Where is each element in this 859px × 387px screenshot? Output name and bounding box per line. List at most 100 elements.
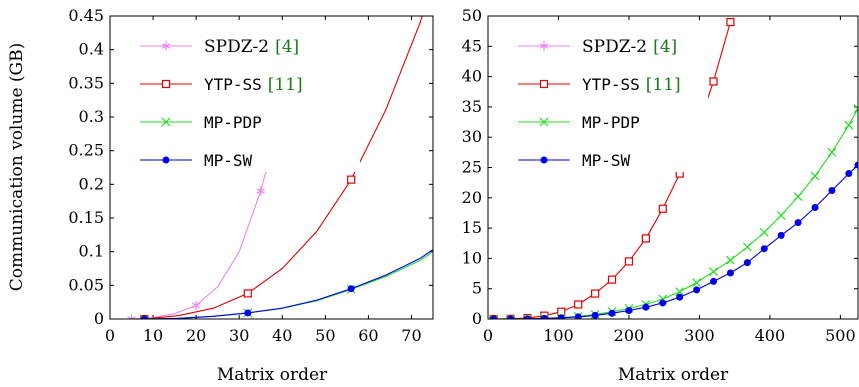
data-point — [692, 278, 702, 288]
data-point — [607, 275, 617, 284]
data-point — [489, 314, 499, 319]
data-point — [693, 286, 701, 294]
data-point — [675, 287, 685, 297]
x-tick-label: 60 — [358, 326, 378, 345]
data-point — [127, 314, 136, 319]
y-tick-label: 0.45 — [68, 6, 104, 25]
data-point — [244, 309, 252, 317]
x-tick-label: 40 — [272, 326, 292, 345]
y-tick-label: 5 — [472, 279, 482, 298]
series-mp-sw — [140, 249, 433, 319]
y-tick-label: 0.15 — [68, 208, 104, 227]
data-point — [828, 187, 836, 195]
legend-item-spdz-2: SPDZ-2 [4] — [140, 37, 299, 57]
legend-label: MP-PDP — [204, 113, 262, 132]
left-legend-box — [120, 22, 360, 172]
data-point — [490, 315, 498, 319]
y-tick-label: 0.25 — [68, 141, 104, 160]
data-point — [845, 170, 853, 178]
series-line-mp-sw — [493, 164, 858, 319]
data-point — [591, 311, 599, 319]
data-point — [743, 259, 751, 267]
series-mp-sw — [490, 161, 858, 319]
data-point — [574, 300, 583, 309]
y-tick-label: 10 — [462, 248, 482, 267]
data-point — [642, 303, 650, 311]
data-point — [742, 242, 752, 252]
legend-label: YTP-SS [11] — [582, 75, 681, 95]
right-plot-frame — [487, 15, 859, 320]
y-tick-label: 40 — [462, 67, 482, 86]
y-tick-label: 50 — [462, 6, 482, 25]
y-tick-label: 35 — [462, 97, 482, 116]
data-point — [658, 204, 667, 213]
data-point — [523, 315, 531, 319]
data-point — [726, 17, 735, 27]
data-point — [140, 315, 148, 319]
legend-marker — [539, 41, 549, 51]
legend-label: MP-SW — [204, 151, 253, 170]
series-spdz-2 — [127, 110, 283, 319]
data-point — [844, 120, 854, 130]
y-tick-label: 0 — [472, 309, 482, 328]
data-point — [854, 161, 858, 169]
right-legend: SPDZ-2 [4] YTP-SS [11] MP-PDP MP-SW — [498, 22, 708, 172]
data-point — [557, 314, 565, 319]
x-tick-label: 0 — [483, 326, 493, 345]
y-tick-label: 25 — [462, 158, 482, 177]
legend-marker — [540, 156, 548, 164]
legend-marker — [161, 117, 171, 127]
data-point — [709, 77, 718, 86]
data-point — [347, 175, 356, 184]
legend-item-ytp-ss: YTP-SS [11] — [140, 75, 303, 95]
x-tick-label: 400 — [755, 326, 786, 345]
legend-item-ytp-ss: YTP-SS [11] — [518, 75, 681, 95]
data-point — [811, 203, 819, 211]
y-tick-label: 0.35 — [68, 73, 104, 92]
data-point — [777, 231, 785, 239]
data-point — [540, 314, 548, 319]
right-chart-panel: Matrix order 0 100 200 300 400 500 0 5 10 15 20 25 3… — [462, 6, 859, 385]
legend-marker — [539, 79, 549, 89]
legend-item-mp-pdp: MP-PDP — [140, 113, 262, 132]
y-tick-label: 0.05 — [68, 275, 104, 294]
legend-marker — [161, 79, 171, 89]
series-mp-pdp — [140, 251, 433, 319]
left-y-axis-label: Communication volume (GB) — [7, 43, 27, 291]
legend-item-mp-sw: MP-SW — [518, 151, 631, 170]
legend-marker — [161, 41, 171, 51]
series-line-mp-sw — [144, 249, 433, 319]
data-point — [557, 307, 566, 316]
series-line-ytp-ss — [144, 16, 423, 319]
data-point — [726, 269, 734, 277]
data-point — [243, 289, 252, 298]
data-point — [641, 234, 650, 243]
data-point — [191, 301, 201, 311]
series-line-spdz-2 — [131, 110, 283, 319]
y-tick-label: 30 — [462, 127, 482, 146]
y-tick-label: 45 — [462, 36, 482, 55]
data-point — [659, 299, 667, 307]
x-tick-label: 500 — [825, 326, 856, 345]
y-tick-label: 0.3 — [79, 107, 104, 126]
x-tick-label: 70 — [401, 326, 421, 345]
right-legend-box — [498, 22, 708, 172]
x-tick-label: 300 — [684, 326, 715, 345]
left-legend: SPDZ-2 [4] YTP-SS [11] MP-PDP MP-SW — [120, 22, 360, 172]
y-tick-label: 20 — [462, 188, 482, 207]
right-tick-labels: 0 100 200 300 400 500 0 5 10 15 20 25 30 35 40 45 50 — [462, 6, 858, 345]
data-point — [140, 314, 149, 319]
right-x-axis-label: Matrix order — [618, 365, 729, 385]
left-chart-panel: Communication volume (GB) Matrix order 0… — [7, 6, 434, 385]
data-point — [709, 267, 718, 277]
left-plot-frame — [109, 15, 434, 320]
data-point — [810, 171, 820, 181]
data-point — [853, 104, 858, 114]
data-point — [625, 307, 633, 315]
x-tick-label: 100 — [543, 326, 574, 345]
legend-label: MP-PDP — [582, 113, 640, 132]
y-tick-label: 0.1 — [79, 242, 104, 261]
data-point — [793, 192, 803, 202]
legend-marker — [162, 156, 170, 164]
